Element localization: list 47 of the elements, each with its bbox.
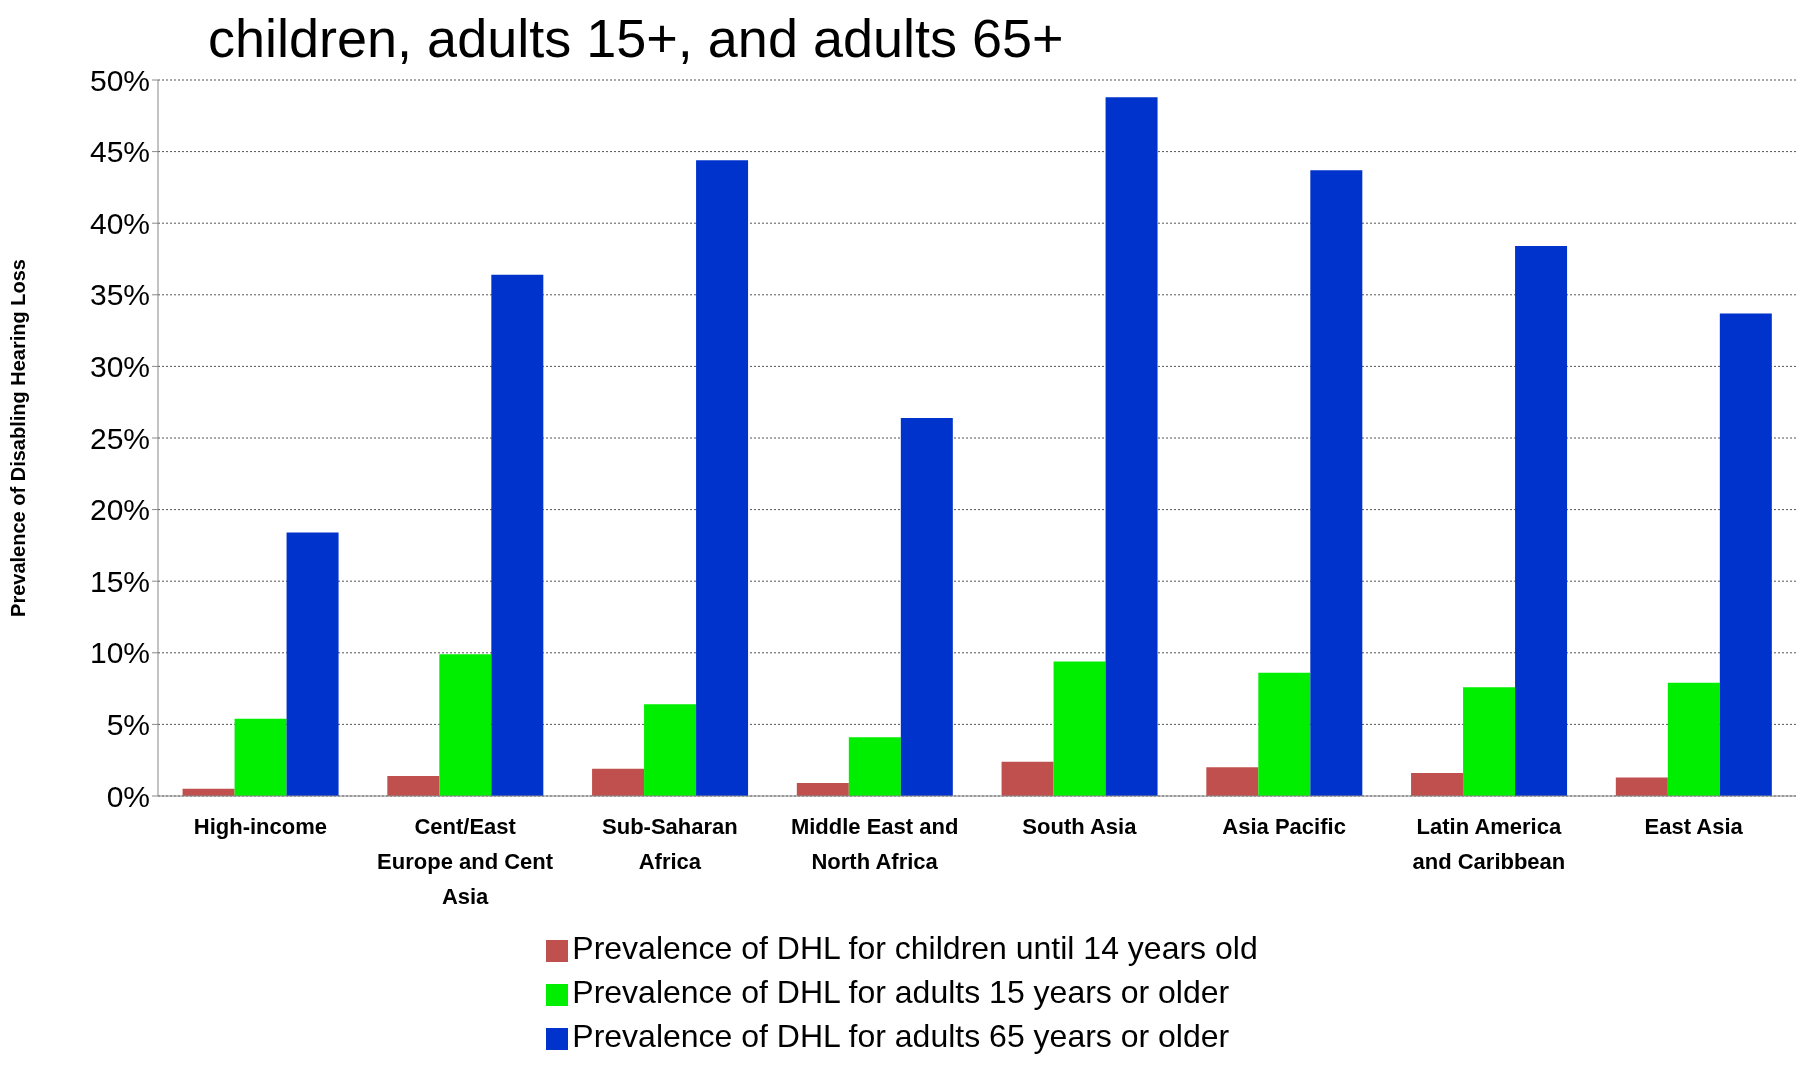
- y-tick-label: 0%: [106, 779, 150, 813]
- bar: [1411, 773, 1464, 796]
- legend-label: Prevalence of DHL for adults 65 years or older: [572, 1018, 1230, 1054]
- legend-label: Prevalence of DHL for children until 14 years old: [572, 930, 1258, 966]
- bar: [900, 417, 953, 796]
- x-tick-label: Middle East and North Africa: [790, 814, 959, 874]
- bar: [1001, 761, 1054, 796]
- y-tick-label: 50%: [89, 63, 150, 97]
- bar: [1310, 170, 1363, 796]
- chart-title: children, adults 15+, and adults 65+: [208, 8, 1064, 68]
- y-tick-label: 10%: [89, 636, 150, 670]
- y-tick-label: 15%: [89, 564, 150, 598]
- bar: [1667, 682, 1720, 796]
- bar: [1515, 246, 1568, 796]
- y-tick-label: 30%: [89, 350, 150, 384]
- bar: [286, 532, 339, 796]
- legend-label: Prevalence of DHL for adults 15 years or older: [572, 974, 1230, 1010]
- x-tick-label: Cent/East Europe and Cent Asia: [377, 814, 554, 909]
- bar: [1258, 672, 1311, 796]
- bar: [387, 775, 440, 796]
- bar: [1206, 767, 1259, 796]
- x-tick-label: High-income: [193, 814, 327, 839]
- bar: [592, 768, 645, 796]
- y-axis-title: Prevalence of Disabling Hearing Loss: [7, 259, 30, 617]
- x-tick-label: Latin America and Caribbean: [1412, 814, 1566, 874]
- x-tick-label: Asia Pacific: [1222, 814, 1346, 839]
- bar: [796, 783, 849, 796]
- y-tick-label: 45%: [89, 135, 150, 169]
- x-tick-label: South Asia: [1022, 814, 1138, 839]
- y-tick-label: 5%: [106, 708, 150, 742]
- bar: [1105, 97, 1158, 796]
- y-tick-label: 20%: [89, 493, 150, 527]
- y-tick-label: 40%: [89, 206, 150, 240]
- bar: [1615, 777, 1668, 796]
- bar: [1053, 661, 1106, 796]
- bar: [848, 737, 901, 796]
- bar: [439, 654, 492, 796]
- bar: [234, 718, 287, 796]
- y-tick-label: 25%: [89, 421, 150, 455]
- x-tick-label: Sub-Saharan Africa: [602, 814, 738, 874]
- bar: [1719, 313, 1772, 796]
- bar: [491, 274, 544, 796]
- y-tick-label: 35%: [89, 278, 150, 312]
- bar: [644, 704, 697, 796]
- bar: [696, 160, 749, 796]
- bar: [1463, 687, 1516, 796]
- x-tick-label: East Asia: [1644, 814, 1744, 839]
